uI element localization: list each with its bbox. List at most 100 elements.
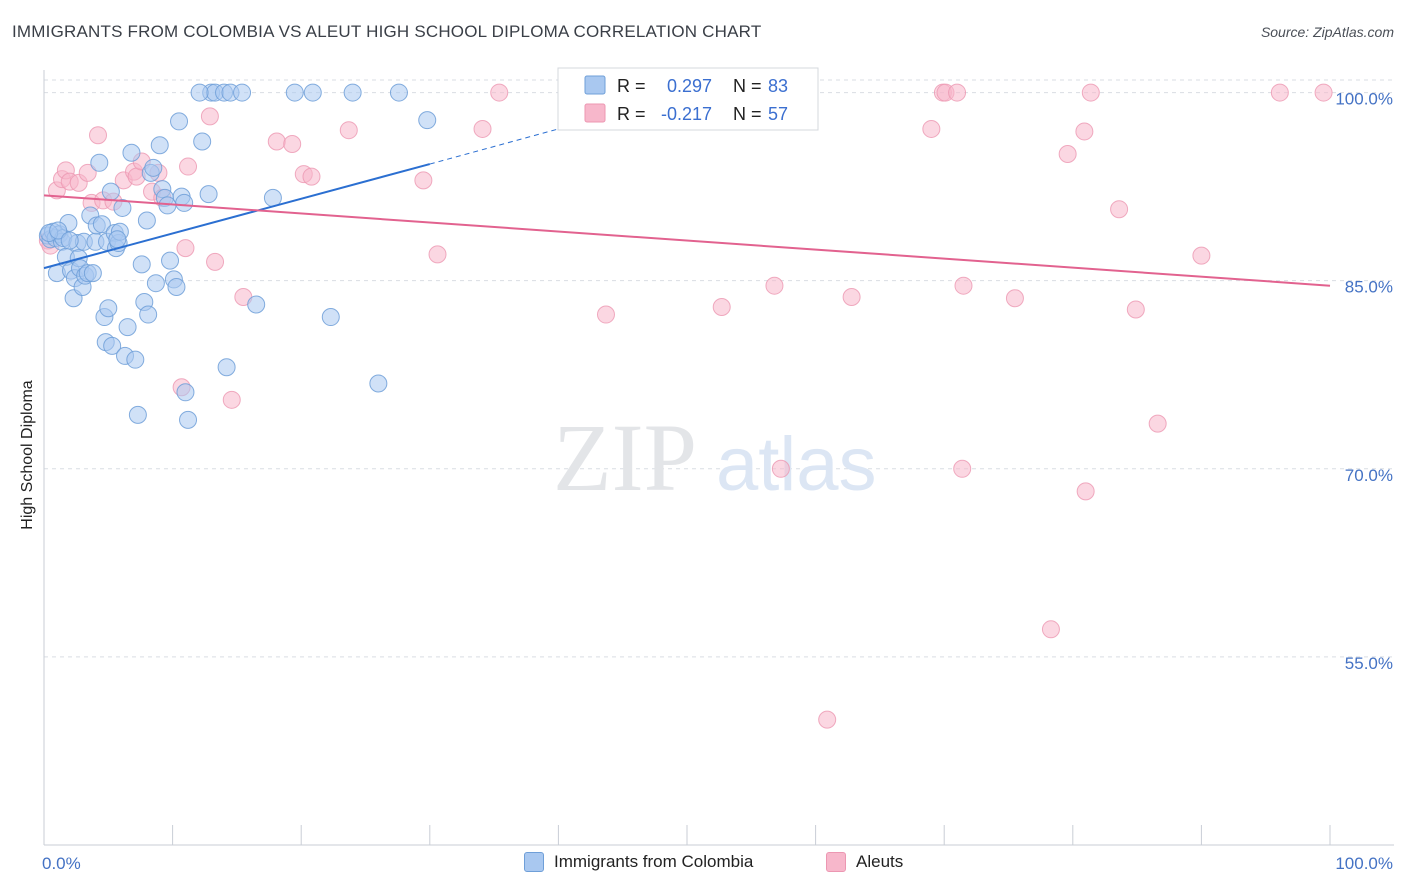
y-tick-label: 85.0% [1345, 278, 1393, 297]
aleuts-point [473, 119, 492, 138]
aleuts-point [414, 171, 433, 190]
bottom-legend-colombia: Immigrants from Colombia [524, 852, 753, 872]
legend-r-label-1: R = [617, 76, 646, 96]
y-tick-label: 100.0% [1335, 90, 1393, 109]
colombia-point [146, 274, 165, 293]
colombia-point [179, 410, 198, 429]
aleuts-point [1314, 83, 1333, 102]
y-tick-label: 55.0% [1345, 654, 1393, 673]
legend-r-value-1: 0.297 [667, 76, 712, 96]
gridlines [44, 79, 1394, 658]
colombia-point [92, 215, 111, 234]
colombia-point [128, 405, 147, 424]
aleuts-point [267, 132, 286, 151]
aleuts-point [490, 83, 509, 102]
legend-n-label-2: N = [733, 104, 762, 124]
aleuts-point [1041, 620, 1060, 639]
aleuts-point [206, 252, 225, 271]
legend-box: R = 0.297 N = 83 R = -0.217 N = 57 [557, 67, 819, 131]
aleuts-point [89, 126, 108, 145]
chart-title: IMMIGRANTS FROM COLOMBIA VS ALEUT HIGH S… [12, 22, 762, 41]
colombia-point [199, 185, 218, 204]
aleuts-point [302, 167, 321, 186]
legend-n-label-1: N = [733, 76, 762, 96]
colombia-point [285, 83, 304, 102]
aleuts-point [1076, 482, 1095, 501]
x-tick-label-min: 0.0% [42, 854, 81, 873]
legend-n-value-1: 83 [768, 76, 788, 96]
colombia-trend-line [43, 163, 431, 270]
aleuts-point [953, 459, 972, 478]
aleuts-point [200, 107, 219, 126]
source-note: Source: ZipAtlas.com [1260, 24, 1394, 40]
trend-lines [43, 128, 1331, 287]
colombia-point [217, 358, 236, 377]
colombia-point [137, 211, 156, 230]
colombia-point [247, 295, 266, 314]
legend-r-value-2: -0.217 [661, 104, 712, 124]
colombia-point [170, 112, 189, 131]
colombia-point [113, 198, 132, 217]
colombia-point [122, 143, 141, 162]
colombia-point [193, 132, 212, 151]
aleuts-point [954, 276, 973, 295]
colombia-point [161, 251, 180, 270]
colombia-point [118, 318, 137, 337]
legend-r-label-2: R = [617, 104, 646, 124]
legend-swatch-aleuts [584, 103, 606, 123]
legend-swatch-colombia [584, 75, 606, 95]
colombia-point [343, 83, 362, 102]
watermark: ZIP atlas [553, 404, 877, 511]
bottom-legend-label-aleuts: Aleuts [856, 852, 904, 871]
colombia-point [389, 83, 408, 102]
y-tick-label: 70.0% [1345, 466, 1393, 485]
colombia-point [418, 111, 437, 130]
aleuts-point [428, 245, 447, 264]
aleuts-point [1075, 122, 1094, 141]
colombia-point [108, 230, 127, 249]
colombia-trend-extension [429, 128, 559, 165]
bottom-legend-aleuts: Aleuts [826, 852, 903, 872]
legend-n-value-2: 57 [768, 104, 788, 124]
aleuts-point [176, 239, 195, 258]
aleuts-point [771, 459, 790, 478]
aleuts-point [339, 121, 358, 140]
aleuts-point [283, 134, 302, 153]
aleuts-point [222, 390, 241, 409]
colombia-point [321, 308, 340, 327]
aleuts-point [765, 276, 784, 295]
aleuts-point [78, 163, 97, 182]
aleuts-point [948, 83, 967, 102]
x-ticks [43, 825, 1331, 845]
aleuts-point [1058, 145, 1077, 164]
aleuts-trend-line [43, 194, 1331, 287]
colombia-point [176, 383, 195, 402]
aleuts-point [1081, 83, 1100, 102]
watermark-atlas: atlas [716, 422, 877, 507]
bottom-legend-label-colombia: Immigrants from Colombia [554, 852, 754, 871]
aleuts-point [922, 119, 941, 138]
colombia-point [175, 193, 194, 212]
y-tick-labels: 55.0% 70.0% 85.0% 100.0% [1335, 90, 1393, 673]
colombia-point [101, 182, 120, 201]
aleuts-point [1005, 289, 1024, 308]
colombia-point [132, 255, 151, 274]
aleuts-point [1148, 414, 1167, 433]
aleuts-point [1270, 83, 1289, 102]
axes [43, 70, 1394, 846]
colombia-point [49, 221, 68, 240]
colombia-point [126, 350, 145, 369]
colombia-point [190, 83, 209, 102]
aleuts-point [818, 710, 837, 729]
aleuts-point [842, 287, 861, 306]
aleuts-point [1192, 246, 1211, 265]
colombia-point [144, 158, 163, 177]
aleuts-point [712, 298, 731, 317]
aleuts-point [1126, 300, 1145, 319]
aleuts-point [1110, 200, 1129, 219]
bottom-legend-swatch-aleuts [826, 852, 846, 872]
colombia-point [139, 305, 158, 324]
colombia-point [150, 136, 169, 155]
colombia-point [60, 231, 79, 250]
